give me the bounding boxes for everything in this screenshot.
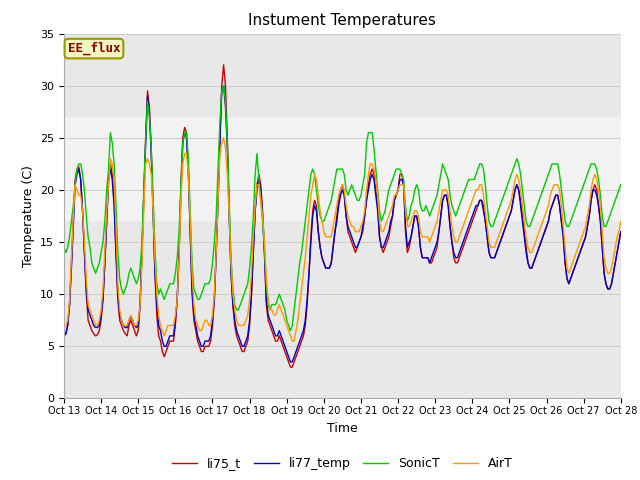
Y-axis label: Temperature (C): Temperature (C) <box>22 165 35 267</box>
AirT <box>580 229 588 235</box>
SonicT <box>307 171 315 177</box>
AirT <box>307 192 315 198</box>
li77_temp <box>444 203 452 208</box>
li75_t <box>287 364 294 370</box>
li77_temp <box>617 229 625 235</box>
SonicT <box>502 187 509 193</box>
X-axis label: Time: Time <box>327 421 358 434</box>
li77_temp <box>307 239 315 245</box>
AirT <box>444 192 452 198</box>
li75_t <box>220 62 227 68</box>
SonicT <box>534 203 541 208</box>
Line: li75_t: li75_t <box>64 65 621 367</box>
SonicT <box>289 323 296 328</box>
SonicT <box>220 83 227 89</box>
AirT <box>502 213 509 219</box>
li77_temp <box>534 250 541 255</box>
li75_t <box>617 229 625 235</box>
li75_t <box>60 333 68 339</box>
SonicT <box>287 328 294 334</box>
li77_temp <box>220 83 227 89</box>
AirT <box>617 218 625 224</box>
Title: Instument Temperatures: Instument Temperatures <box>248 13 436 28</box>
li77_temp <box>287 359 294 365</box>
li75_t <box>580 239 588 245</box>
AirT <box>289 338 296 344</box>
Legend: li75_t, li77_temp, SonicT, AirT: li75_t, li77_temp, SonicT, AirT <box>167 452 518 475</box>
li75_t <box>289 364 296 370</box>
li75_t <box>534 250 541 255</box>
AirT <box>220 135 227 141</box>
Bar <box>64 117 621 221</box>
li77_temp <box>289 359 296 365</box>
Line: li77_temp: li77_temp <box>64 86 621 362</box>
SonicT <box>444 177 452 182</box>
Line: SonicT: SonicT <box>64 86 621 331</box>
SonicT <box>580 182 588 188</box>
li75_t <box>444 203 452 208</box>
AirT <box>287 333 294 339</box>
li75_t <box>307 234 315 240</box>
li77_temp <box>580 239 588 245</box>
SonicT <box>60 244 68 250</box>
Text: EE_flux: EE_flux <box>68 42 120 55</box>
li75_t <box>502 224 509 229</box>
Line: AirT: AirT <box>64 138 621 341</box>
AirT <box>60 323 68 328</box>
li77_temp <box>60 333 68 339</box>
li77_temp <box>502 224 509 229</box>
AirT <box>534 234 541 240</box>
SonicT <box>617 182 625 188</box>
